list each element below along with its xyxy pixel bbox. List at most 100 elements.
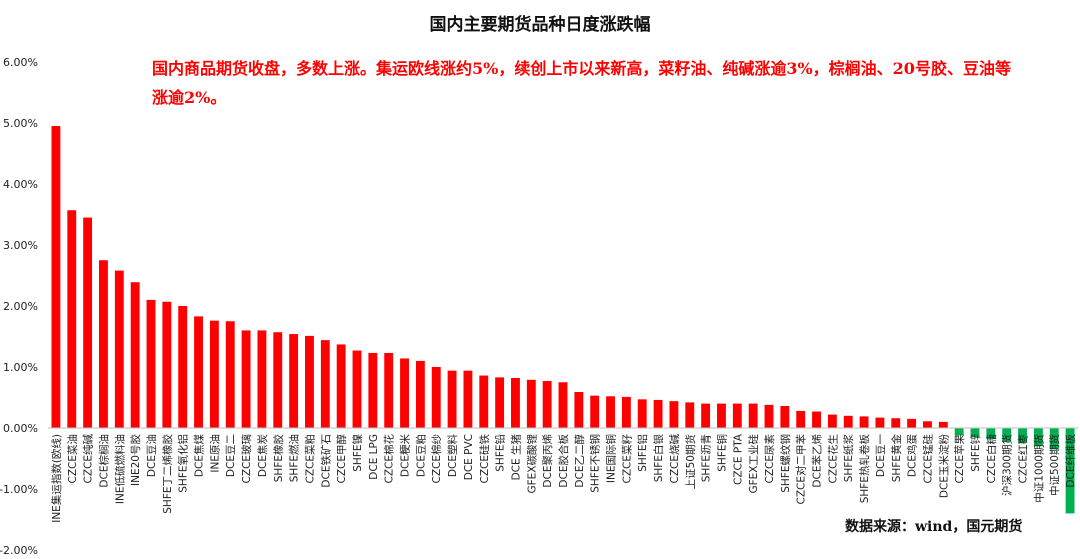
bar [748,403,758,428]
x-tick-label: INE低硫燃料油 [113,434,126,504]
bar [384,352,394,428]
bar [83,217,93,428]
x-tick-label: CZCE甲醇 [335,434,348,484]
y-tick-label: 6.00% [3,56,38,69]
x-tick-label: 中证1000期货 [1032,434,1045,503]
x-tick-label: SHFE锌 [969,434,982,472]
x-tick-label: DCE豆油 [145,434,158,477]
x-tick-label: INE原油 [208,434,221,473]
source-note: 数据来源：wind，国元期货 [845,519,1023,535]
bar [970,428,980,438]
bar [1033,428,1043,447]
bars [51,126,1075,514]
bar [796,410,806,428]
bar [891,418,901,428]
x-tick-label: CZCE硅铁 [478,434,491,484]
bar [99,260,108,428]
x-tick-label: INE集运指数(欧线) [50,434,63,523]
bar [241,330,251,428]
chart-annotation: 国内商品期货收盘，多数上涨。集运欧线涨约5%，续创上市以来新高，菜籽油、纯碱涨逾… [152,59,1011,107]
x-tick-label: DCE焦炭 [256,434,269,478]
x-tick-label: CZCE菜籽 [621,434,633,484]
x-tick-label: DCE铁矿石 [319,434,332,488]
bar [764,404,774,428]
bar [368,352,378,428]
x-tick-label: DCE棕榈油 [97,434,110,488]
x-tick-label: SHFE铅 [494,433,507,471]
bar [526,379,536,428]
bar [178,306,188,428]
x-tick-label: SHFE丁二烯橡胶 [161,434,174,514]
x-tick-label: CZCE菜油 [66,434,79,484]
x-tick-label: SHFE沥青 [700,434,713,482]
bar [320,340,330,428]
bar [621,396,631,428]
x-tick-label: DCE塑料 [446,434,459,478]
bar [1065,428,1075,514]
bar [574,392,584,428]
bar [415,360,425,428]
y-tick-label: 5.00% [3,117,38,130]
x-axis-labels: INE集运指数(欧线) CZCE菜油 CZCE纯碱 DCE棕榈油 INE低硫燃料油 INE… [50,433,1077,523]
bar [780,406,790,428]
x-tick-label: CZCE棉花 [383,434,396,484]
y-tick-label: 4.00% [3,178,38,191]
bar [130,282,140,428]
bar [146,299,156,428]
bar [717,403,726,428]
bar [431,367,441,428]
bar [51,126,61,429]
x-tick-label: CZCE玻璃 [240,434,253,484]
y-tick-label: 2.00% [3,300,38,313]
bar [273,332,283,428]
x-tick-label: SHFE热轧卷板 [858,434,871,504]
bar [511,377,520,428]
x-tick-label: DCE玉米淀粉 [937,434,950,499]
bar [843,415,853,428]
bar [986,428,996,439]
x-tick-label: CZCE菜粕 [303,434,316,484]
bar [938,421,948,428]
bar [289,334,299,428]
bar [400,358,409,428]
x-tick-label: DCE LPG [368,434,380,480]
x-tick-label: CZCE棉纱 [430,434,443,484]
x-tick-label: GFEX碳酸锂 [525,434,538,494]
x-tick-label: CZCE PTA [732,433,744,485]
x-tick-label: SHFE铝 [636,434,649,472]
x-tick-label: CZCE锰硅 [921,434,934,484]
bar [479,375,489,428]
bar [606,396,615,428]
y-tick-label: 3.00% [3,239,38,252]
bar [194,316,203,428]
bar [685,402,695,428]
x-tick-label: SHFE黄金 [890,434,903,483]
x-tick-label: 中证500期货 [1048,434,1061,496]
bar [859,416,869,428]
bar [495,377,505,428]
bar [875,417,885,428]
bar [812,411,821,428]
bar [1018,428,1027,444]
y-tick-label: 1.00% [3,361,38,374]
x-tick-label: CZCE纯碱 [82,434,95,484]
x-tick-label: DCE PVC [463,434,475,480]
bar [637,399,647,428]
x-tick-label: SHFE燃油 [288,434,301,482]
x-tick-label: DCE豆二 [225,434,237,477]
x-tick-label: DCE苯乙烯 [811,434,824,488]
x-tick-label: CZCE白糖 [985,434,998,484]
x-tick-label: SHFE不锈钢 [589,434,602,493]
x-tick-label: SHFE螺纹钢 [779,434,792,493]
x-tick-label: DCE焦煤 [193,434,206,478]
bar [463,370,473,428]
bar [732,403,742,428]
bar [669,401,679,428]
bar [447,370,457,428]
bar [954,428,964,436]
bar [225,321,235,428]
chart-title: 国内主要期货品种日度涨跌幅 [429,15,651,35]
x-tick-label: INE20号胶 [129,434,142,486]
x-tick-label: DCE鸡蛋 [906,434,919,478]
